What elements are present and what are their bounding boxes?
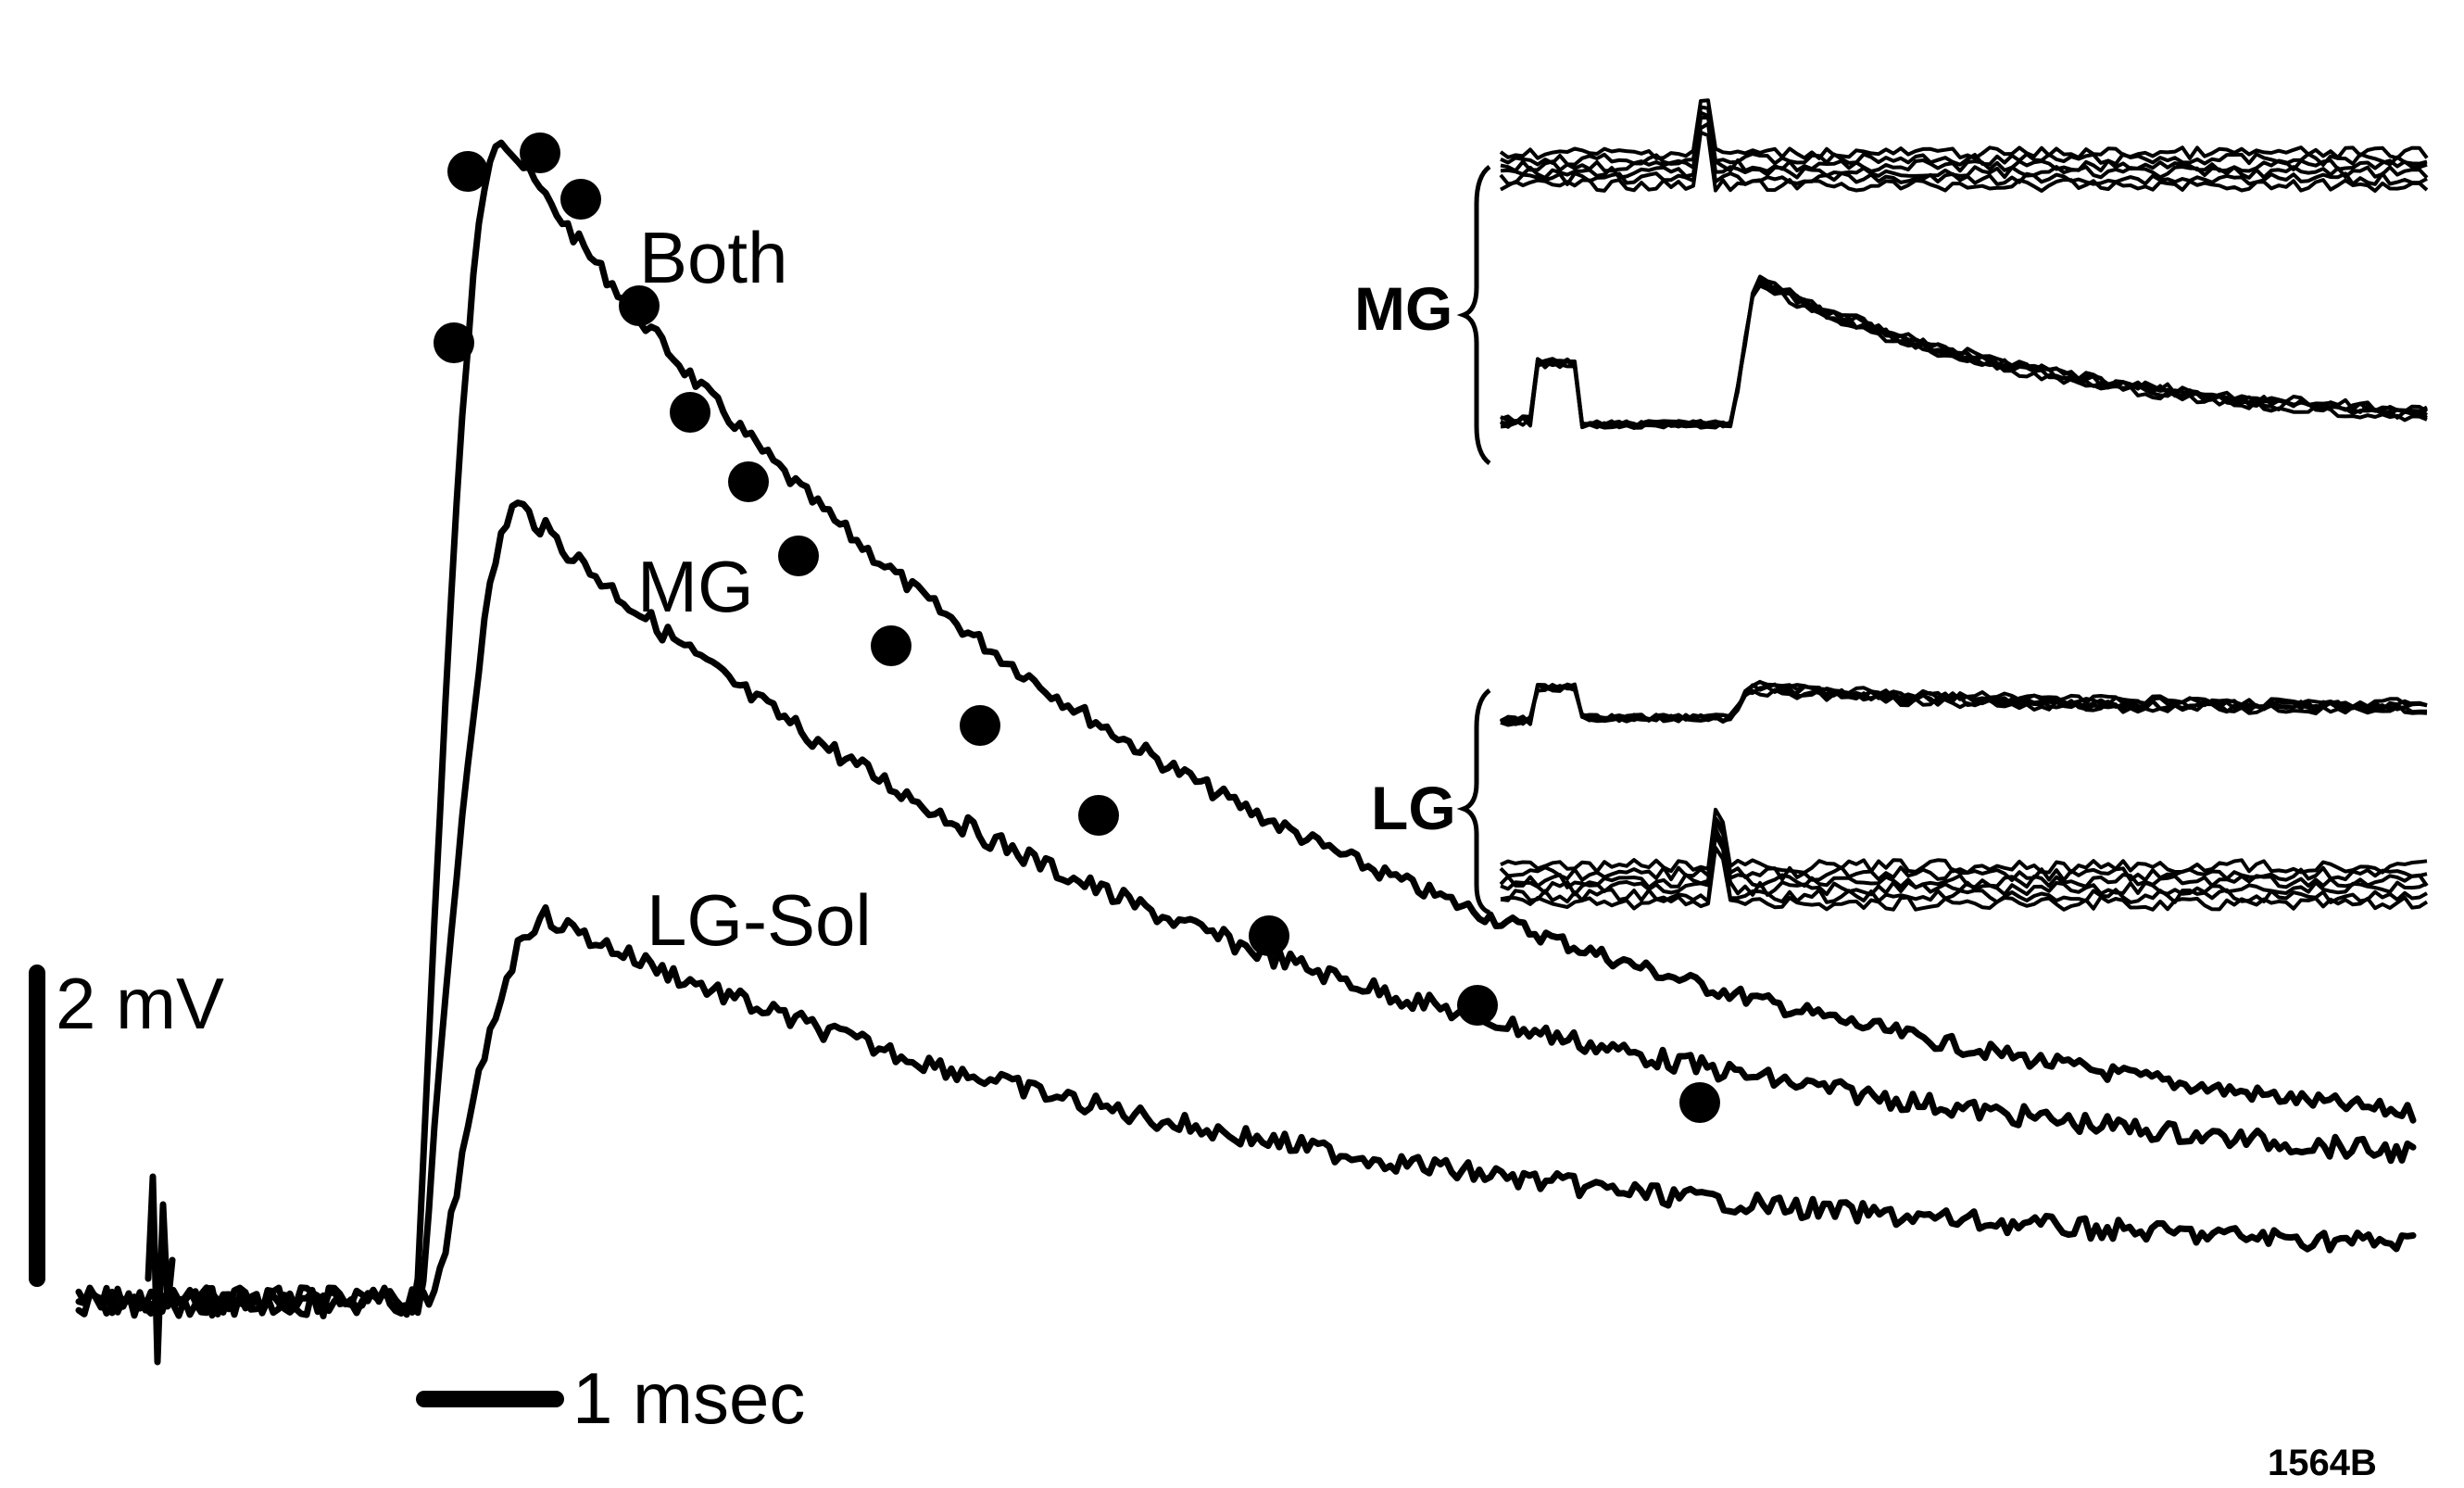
lg-inset-lower-trace <box>1500 845 2429 912</box>
mg-inset-lower-trace <box>1500 278 2429 430</box>
both-trace-marker <box>1078 795 1119 836</box>
mg-trace <box>75 499 2417 1319</box>
mg-inset-upper-trace <box>1500 105 2428 167</box>
mg-inset-upper-trace <box>1500 131 2429 193</box>
main-traces <box>75 139 2417 1366</box>
both-trace-markers <box>434 132 1720 1123</box>
both-trace-marker <box>447 151 488 192</box>
lg-sol-trace-label: LG-Sol <box>647 879 872 961</box>
lg-inset-lower-trace <box>1500 833 2428 904</box>
figure-id: 1564B <box>2268 1443 2377 1483</box>
both-trace-marker <box>560 179 601 220</box>
both-trace-marker <box>1249 915 1289 956</box>
both-trace-marker <box>960 705 1000 746</box>
mg-trace-label: MG <box>637 546 754 627</box>
mg-inset-upper-trace <box>1499 121 2428 186</box>
both-trace-marker <box>520 132 560 173</box>
time-scale-label: 1 msec <box>572 1357 805 1439</box>
both-trace-label: Both <box>639 217 787 298</box>
lg-inset-lower-trace <box>1500 807 2428 875</box>
mg-inset-lower-trace <box>1500 284 2428 429</box>
both-trace-marker <box>670 392 710 433</box>
lg-inset-label: LG <box>1371 774 1456 842</box>
lg-inset-lower-trace <box>1499 818 2429 889</box>
lg-inset-lower-trace <box>1499 816 2428 882</box>
lg-sol-trace <box>75 904 2417 1319</box>
mg-inset-upper-trace <box>1499 98 2429 160</box>
stimulus-artifact <box>145 1173 176 1366</box>
voltage-scale-label: 2 mV <box>56 963 224 1044</box>
both-trace-marker <box>778 536 819 576</box>
mg-inset-label: MG <box>1354 274 1452 343</box>
mg-inset-upper-trace <box>1500 115 2429 180</box>
both-trace-marker <box>1457 985 1498 1026</box>
both-trace-marker <box>728 461 769 502</box>
both-trace-marker <box>434 322 474 363</box>
both-trace-marker <box>619 285 660 326</box>
mg-inset-upper-trace <box>1500 110 2428 173</box>
both-trace-marker <box>1679 1082 1720 1123</box>
lg-inset-upper-trace <box>1500 682 2428 726</box>
mg-inset-bracket <box>1456 164 1491 466</box>
both-trace-marker <box>871 625 911 666</box>
inset-traces <box>1499 98 2429 912</box>
mg-inset-lower-trace <box>1500 283 2428 430</box>
lg-inset-bracket <box>1456 687 1491 915</box>
